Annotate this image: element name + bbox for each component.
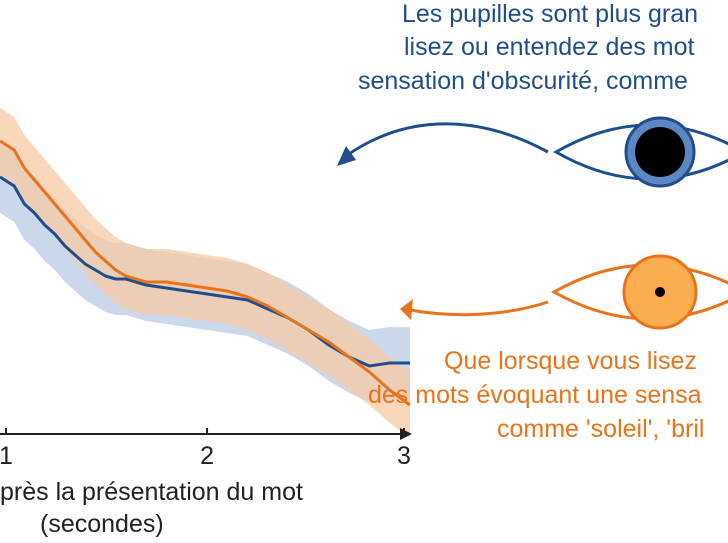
x-tick-group: 1 2 3 (0, 428, 411, 470)
bright-annotation: Que lorsque vous lisez des mots évoquant… (368, 347, 704, 443)
x-axis-label-line-1: près la présentation du mot (0, 478, 303, 506)
x-tick-label: 2 (200, 442, 214, 470)
dark-annotation: Les pupilles sont plus gran lisez ou ent… (358, 0, 698, 95)
dark-annotation-line-1: Les pupilles sont plus gran (402, 0, 698, 28)
x-tick-label: 3 (397, 442, 411, 470)
eye-large-pupil-icon (552, 116, 728, 188)
x-tick-label: 1 (0, 442, 13, 470)
dark-annotation-line-3: sensation d'obscurité, comme (358, 67, 688, 95)
dark-arrow-icon (337, 122, 549, 166)
x-axis-label-line-2: (secondes) (40, 510, 164, 538)
x-axis: 1 2 3 près la présentation du mot (seconde… (0, 428, 412, 538)
bright-arrow-icon (400, 299, 549, 320)
series-2-line (0, 139, 411, 407)
eye-small-pupil-icon (550, 254, 728, 330)
bright-annotation-line-1: Que lorsque vous lisez (444, 347, 697, 375)
dark-annotation-line-2: lisez ou entendez des mot (404, 33, 695, 61)
series-2-confidence-band (0, 108, 410, 438)
line-chart (0, 108, 411, 438)
bright-annotation-line-3: comme 'soleil', 'bril (497, 415, 704, 443)
bright-annotation-line-2: des mots évoquant une sensa (368, 381, 702, 409)
